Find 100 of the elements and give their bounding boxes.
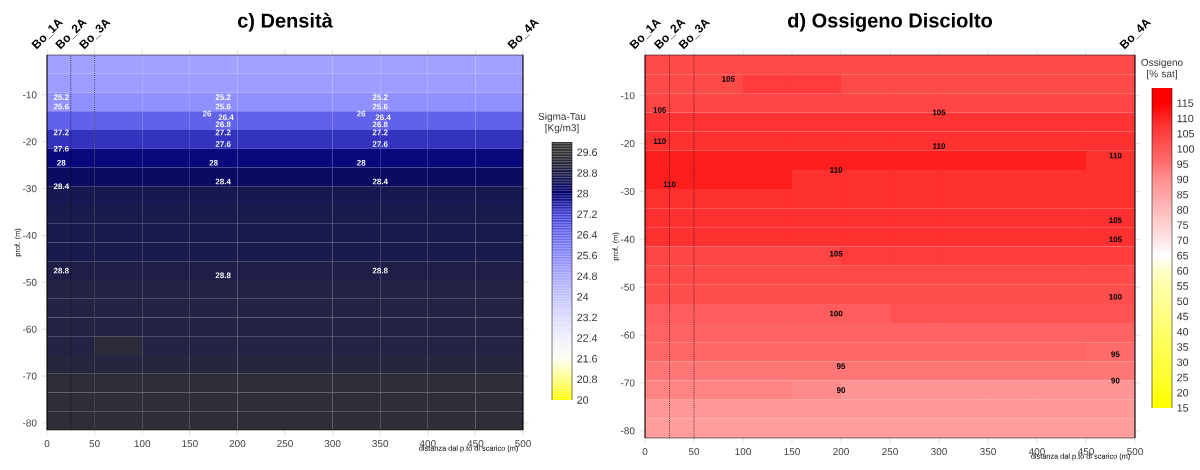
chart-title: c) Densità [237, 12, 333, 32]
y-tick-label: -30 [22, 185, 37, 193]
x-tick-label: 50 [688, 448, 700, 456]
annotation: 26.4 [375, 114, 391, 121]
annotation: 27.2 [372, 129, 388, 136]
annotation: 95 [836, 363, 846, 370]
color-bar-label: 24.8 [577, 272, 597, 280]
annotation: 28.8 [215, 272, 231, 279]
annotation: 100 [829, 310, 843, 317]
annotation: 25.2 [372, 94, 388, 101]
color-bar-label: 26.4 [577, 231, 598, 239]
annotation: 28 [356, 159, 366, 166]
color-bar-label: 80 [1177, 206, 1189, 214]
chart-title: d) Ossigeno Disciolto [788, 12, 992, 32]
x-tick-label: 500 [515, 440, 531, 448]
color-bar-label: 70 [1177, 236, 1189, 245]
annotation: 28 [209, 159, 218, 166]
y-tick-label: -10 [22, 91, 37, 99]
annotation: 25.6 [215, 103, 231, 110]
x-tick-label: 0 [44, 440, 50, 448]
annotation: 28.4 [53, 183, 70, 190]
color-bar-label: 30 [1177, 358, 1189, 367]
annotation: 28.8 [53, 267, 69, 274]
color-bar-label: 20 [577, 396, 589, 404]
color-bar-label: 23.2 [577, 313, 597, 322]
annotation: 105 [653, 107, 667, 113]
color-bar-label: 100 [1177, 145, 1195, 153]
annotation: 26.8 [215, 121, 231, 128]
color-bar-label: 28.8 [577, 169, 597, 177]
annotation: 105 [829, 250, 843, 257]
color-bar-label: 60 [1177, 267, 1189, 275]
x-tick-label: 250 [277, 440, 293, 448]
x-tick-label: 150 [784, 448, 800, 456]
annotation: 110 [830, 167, 843, 173]
color-bar-label: 29.6 [577, 148, 597, 157]
y-tick-label: -60 [620, 331, 635, 339]
color-bar-title: Ossigeno [% sat] [1141, 58, 1183, 80]
y-tick-label: -70 [620, 379, 635, 387]
annotation: 28.8 [372, 267, 388, 274]
x-tick-label: 500 [1127, 448, 1143, 456]
color-bar-label: 55 [1177, 282, 1189, 290]
annotation: 25.2 [53, 94, 69, 101]
y-tick-label: -50 [620, 283, 635, 291]
annotation: 25.6 [53, 103, 69, 110]
annotation: 28.4 [215, 178, 231, 185]
x-tick-label: 100 [134, 440, 151, 448]
color-bar-label: 105 [1177, 129, 1195, 138]
annotation: 105 [1109, 217, 1122, 223]
annotation: 26 [202, 110, 212, 117]
annotation: 90 [836, 387, 846, 393]
y-tick-label: -60 [22, 325, 37, 333]
annotation: 27.6 [372, 141, 388, 147]
annotation: 26.4 [218, 114, 234, 121]
annotation: 28 [57, 159, 66, 166]
annotation: 28.4 [372, 178, 388, 185]
annotation: 95 [1111, 351, 1120, 358]
color-bar-label: 90 [1177, 175, 1189, 184]
annotation: 110 [663, 181, 676, 188]
x-tick-label: 50 [89, 440, 100, 448]
y-tick-label: -80 [620, 427, 635, 435]
annotation: 110 [653, 138, 666, 145]
color-bar-label: 20 [1177, 388, 1189, 397]
color-bar-label: 50 [1177, 297, 1189, 306]
color-bar-label: 45 [1176, 312, 1189, 321]
color-bar-label: 28 [577, 189, 589, 198]
color-bar-label: 21.6 [577, 354, 597, 363]
annotation: 105 [932, 109, 946, 116]
x-tick-label: 350 [980, 448, 996, 456]
color-bar-label: 25 [1177, 373, 1189, 382]
y-tick-label: -40 [22, 231, 37, 239]
annotation: 25.6 [372, 103, 388, 110]
x-tick-label: 200 [229, 440, 246, 448]
x-tick-label: 300 [324, 440, 341, 448]
x-tick-label: 0 [642, 448, 648, 456]
y-tick-label: -40 [620, 235, 635, 243]
color-bar-label: 27.2 [577, 210, 597, 218]
color-bar-label: 75 [1177, 221, 1189, 229]
color-bar-label: 35 [1177, 343, 1189, 351]
annotation: 27.6 [53, 145, 69, 152]
color-bar-label: 40 [1176, 328, 1189, 336]
annotation: 27.2 [215, 129, 231, 136]
annotation: 26.8 [372, 121, 388, 128]
y-tick-label: -70 [22, 372, 37, 380]
annotation: 110 [1109, 152, 1122, 159]
x-tick-label: 100 [735, 448, 751, 456]
color-bar-label: 25.6 [577, 251, 597, 260]
color-bar-label: 95 [1177, 160, 1189, 168]
annotation: 105 [722, 76, 735, 82]
y-tick-label: -30 [620, 187, 635, 195]
x-tick-label: 250 [882, 448, 898, 456]
y-tick-label: -20 [22, 138, 37, 146]
color-bar-label: 115 [1177, 99, 1194, 107]
color-bar-label: 65 [1177, 251, 1189, 260]
annotation: 27.2 [53, 129, 69, 136]
color-bar-label: 110 [1177, 114, 1194, 123]
annotation: 100 [1109, 293, 1122, 300]
y-tick-label: -10 [620, 92, 635, 100]
annotation: 90 [1111, 377, 1120, 384]
annotation: 110 [933, 143, 946, 149]
y-tick-label: -20 [620, 140, 635, 148]
